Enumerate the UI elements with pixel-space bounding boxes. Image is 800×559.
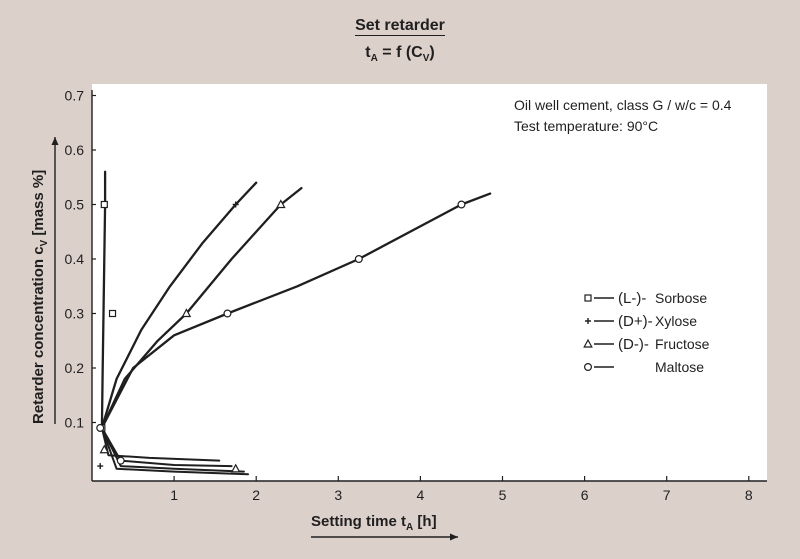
- x-tick-label: 6: [581, 487, 589, 503]
- y-tick-label: 0.2: [65, 360, 85, 376]
- y-tick-label: 0.4: [65, 251, 85, 267]
- x-tick-label: 7: [663, 487, 671, 503]
- x-tick-label: 8: [745, 487, 753, 503]
- annotation-line-1: Oil well cement, class G / w/c = 0.4: [514, 97, 732, 113]
- legend-marker-maltose: [583, 363, 592, 372]
- legend-label-maltose: Maltose: [655, 359, 704, 375]
- data-point-maltose: [96, 423, 105, 432]
- y-tick-label: 0.6: [65, 142, 85, 158]
- series-line-sorbose: [100, 170, 107, 430]
- x-axis-label: Setting time tA [h]: [311, 513, 437, 533]
- data-point-sorbose: [108, 309, 117, 318]
- data-point-sorbose: [100, 200, 108, 209]
- annotation-line-2: Test temperature: 90°C: [514, 118, 658, 134]
- data-point-maltose: [116, 456, 125, 465]
- series-line-low-maltose: [100, 426, 233, 468]
- chart-subtitle: tA = f (CV): [365, 44, 435, 65]
- legend-label-fructose: Fructose: [655, 336, 710, 352]
- data-point-maltose: [223, 309, 232, 318]
- data-point-fructose: [99, 444, 110, 454]
- data-point-fructose: [181, 308, 192, 318]
- data-point-fructose: [276, 199, 286, 209]
- x-tick-label: 2: [252, 487, 260, 503]
- x-tick-label: 5: [499, 487, 507, 503]
- legend-prefix-sorbose: (L-)-: [618, 290, 646, 307]
- legend-prefix-xylose: (D+)-: [618, 313, 653, 330]
- series-line-low-fructose: [100, 426, 221, 462]
- data-point-xylose: [232, 201, 239, 208]
- x-axis-arrow-head: [450, 533, 458, 541]
- data-point-maltose: [354, 255, 363, 264]
- series-line-maltose: [100, 192, 492, 430]
- data-point-fructose: [230, 463, 241, 473]
- legend-label-sorbose: Sorbose: [655, 290, 707, 306]
- x-tick-label: 4: [417, 487, 425, 503]
- y-tick-label: 0.3: [65, 306, 85, 322]
- y-tick-label: 0.1: [65, 415, 85, 431]
- y-axis-arrow-head: [51, 137, 59, 145]
- legend-label-xylose: Xylose: [655, 313, 697, 329]
- legend-prefix-fructose: (D-)-: [618, 336, 649, 353]
- legend-marker-xylose: [585, 318, 591, 324]
- plot-area: [92, 84, 767, 481]
- legend-marker-sorbose: [584, 294, 592, 302]
- x-tick-label: 1: [170, 487, 178, 503]
- chart-title: Set retarder: [355, 17, 445, 36]
- legend-marker-fructose: [583, 338, 593, 348]
- series-line-low-xylose: [100, 426, 249, 476]
- x-tick-label: 3: [334, 487, 342, 503]
- data-point-maltose: [457, 200, 466, 209]
- data-point-xylose: [97, 463, 104, 470]
- series-line-low-sorbose: [100, 426, 245, 473]
- y-tick-label: 0.5: [65, 197, 85, 213]
- y-tick-label: 0.7: [65, 88, 85, 104]
- y-axis-label: Retarder concentration cV [mass %]: [30, 170, 50, 424]
